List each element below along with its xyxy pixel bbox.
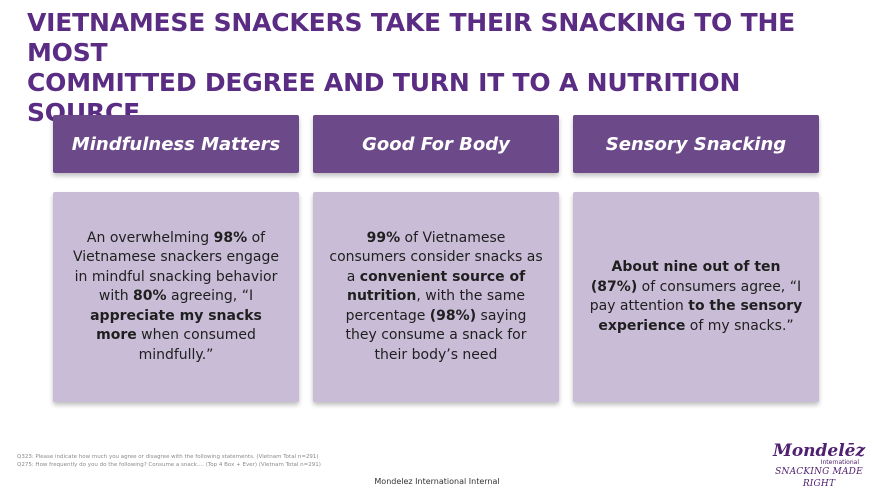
text-highlight: convenient source of nutrition: [346, 268, 526, 305]
slide-title-line-1: VIETNAMESE SNACKERS TAKE THEIR SNACKING …: [27, 8, 796, 67]
logo-name: Mondelēz: [773, 441, 866, 461]
slide-title-line-2: COMMITTED DEGREE AND TURN IT TO A NUTRIT…: [27, 68, 741, 127]
logo-subtitle: International: [820, 459, 859, 466]
column-card-sensory-snacking: About nine out of ten (87%) of consumers…: [573, 192, 819, 402]
column-card-text: 99% of Vietnamese consumers consider sna…: [329, 229, 544, 366]
footnote-1: Q323: Please indicate how much you agree…: [17, 454, 319, 460]
logo-tagline: SNACKING MADE RIGHT: [775, 467, 863, 489]
column-header-mindfulness: Mindfulness Matters: [53, 115, 299, 173]
text-highlight: 80%: [133, 288, 167, 305]
column-card-text: About nine out of ten (87%) of consumers…: [589, 258, 804, 336]
column-card-mindfulness: An overwhelming 98% of Vietnamese snacke…: [53, 192, 299, 402]
text-segment: of Vietnamese consumers consider snacks …: [329, 229, 543, 285]
text-highlight: About nine out of ten (87%): [590, 259, 781, 295]
text-segment: An overwhelming: [86, 229, 214, 246]
text-highlight: 99%: [366, 229, 401, 246]
text-segment: of consumers agree, “I pay attention: [589, 278, 802, 315]
text-segment: agreeing, “I: [166, 288, 254, 305]
text-segment: of Vietnamese snackers engage in mindful…: [73, 229, 279, 305]
column-header-good-for-body: Good For Body: [313, 115, 559, 173]
text-segment: of my snacks.”: [685, 317, 794, 334]
text-highlight: to the sensory experience: [598, 298, 803, 334]
column-header-sensory-snacking: Sensory Snacking: [573, 115, 819, 173]
text-segment: , with the same percentage: [345, 288, 525, 324]
text-segment: saying they consume a snack for their bo…: [345, 307, 527, 363]
text-highlight: appreciate my snacks more: [90, 307, 262, 344]
footnotes: Q323: Please indicate how much you agree…: [17, 453, 321, 469]
footer-classification: Mondelez International Internal: [374, 477, 500, 486]
footnote-2: Q275: How frequently do you do the follo…: [17, 462, 321, 468]
text-highlight: (98%): [429, 307, 477, 324]
text-highlight: 98%: [213, 229, 248, 246]
slide-title: VIETNAMESE SNACKERS TAKE THEIR SNACKING …: [27, 8, 827, 128]
text-segment: when consumed mindfully.”: [136, 327, 256, 363]
column-card-good-for-body: 99% of Vietnamese consumers consider sna…: [313, 192, 559, 402]
mondelez-logo: Mondelēz International SNACKING MADE RIG…: [773, 443, 865, 490]
column-card-text: An overwhelming 98% of Vietnamese snacke…: [69, 229, 284, 366]
